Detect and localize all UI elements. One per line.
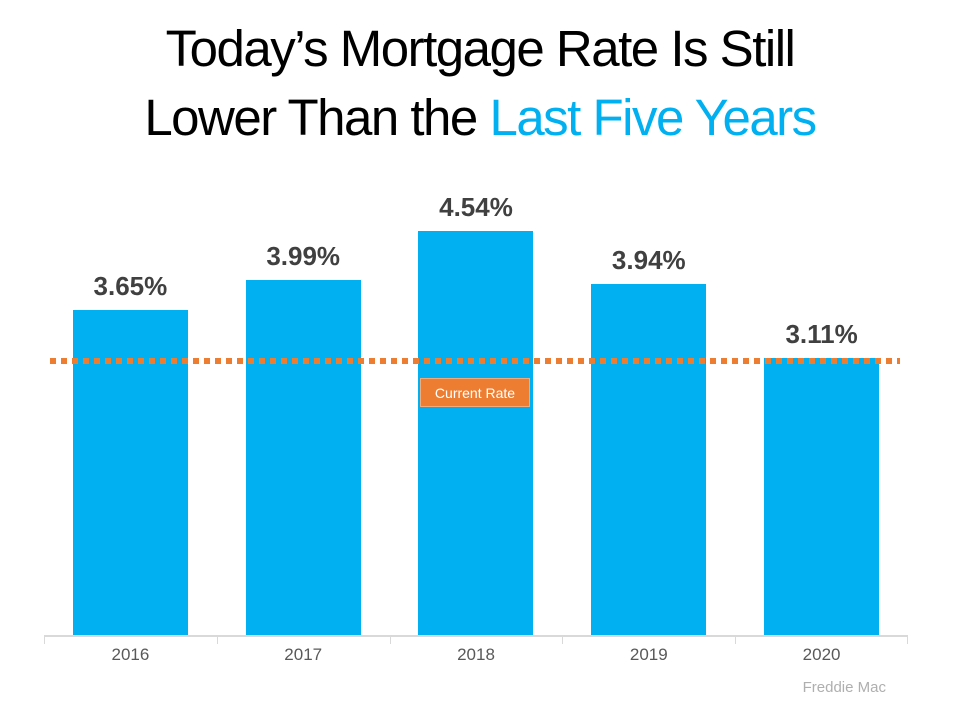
bar-value-label-2018: 4.54% <box>439 192 513 222</box>
axis-tick <box>907 637 908 644</box>
x-label-2017: 2017 <box>284 645 323 664</box>
bar-value-label-2016: 3.65% <box>93 271 168 301</box>
title-line2-prefix: Lower Than the <box>144 89 490 146</box>
bar-column-2016: 3.65% <box>44 180 217 635</box>
bar-column-2019: 3.94% <box>562 180 735 635</box>
current-rate-annotation: Current Rate <box>420 378 530 407</box>
x-label-2016: 2016 <box>111 645 150 664</box>
bar-chart-plot: 3.65% 3.99% 4.54% 3.94% 3.11% <box>44 180 908 635</box>
bar-column-2020: 3.11% <box>735 180 908 635</box>
axis-tick <box>562 637 564 644</box>
x-axis-line <box>44 635 908 644</box>
axis-tick <box>735 637 737 644</box>
bar-value-label-2020: 3.11% <box>785 319 858 349</box>
bar-2019 <box>591 284 707 635</box>
bar-2016 <box>72 310 188 635</box>
bar-value-label-2017: 3.99% <box>266 241 341 271</box>
current-rate-reference-line <box>50 358 900 364</box>
title-line1: Today’s Mortgage Rate Is Still <box>165 20 796 77</box>
x-axis-labels: 2016 2017 2018 2019 2020 <box>44 645 908 665</box>
title-highlight: Last Five Years <box>489 89 817 146</box>
bar-column-2018: 4.54% <box>390 180 563 635</box>
source-credit: Freddie Mac <box>802 679 886 696</box>
bar-2018 <box>418 231 534 635</box>
bar-2017 <box>245 280 361 635</box>
axis-tick <box>44 637 45 644</box>
bar-column-2017: 3.99% <box>217 180 390 635</box>
axis-tick <box>216 637 218 644</box>
bar-value-label-2019: 3.94% <box>611 245 686 275</box>
x-label-2018: 2018 <box>457 645 495 664</box>
axis-tick <box>389 637 391 644</box>
x-label-2019: 2019 <box>629 645 668 664</box>
chart-title: Today’s Mortgage Rate Is Still Lower Tha… <box>0 14 960 152</box>
bar-2020 <box>764 358 880 635</box>
x-label-2020: 2020 <box>802 645 841 664</box>
